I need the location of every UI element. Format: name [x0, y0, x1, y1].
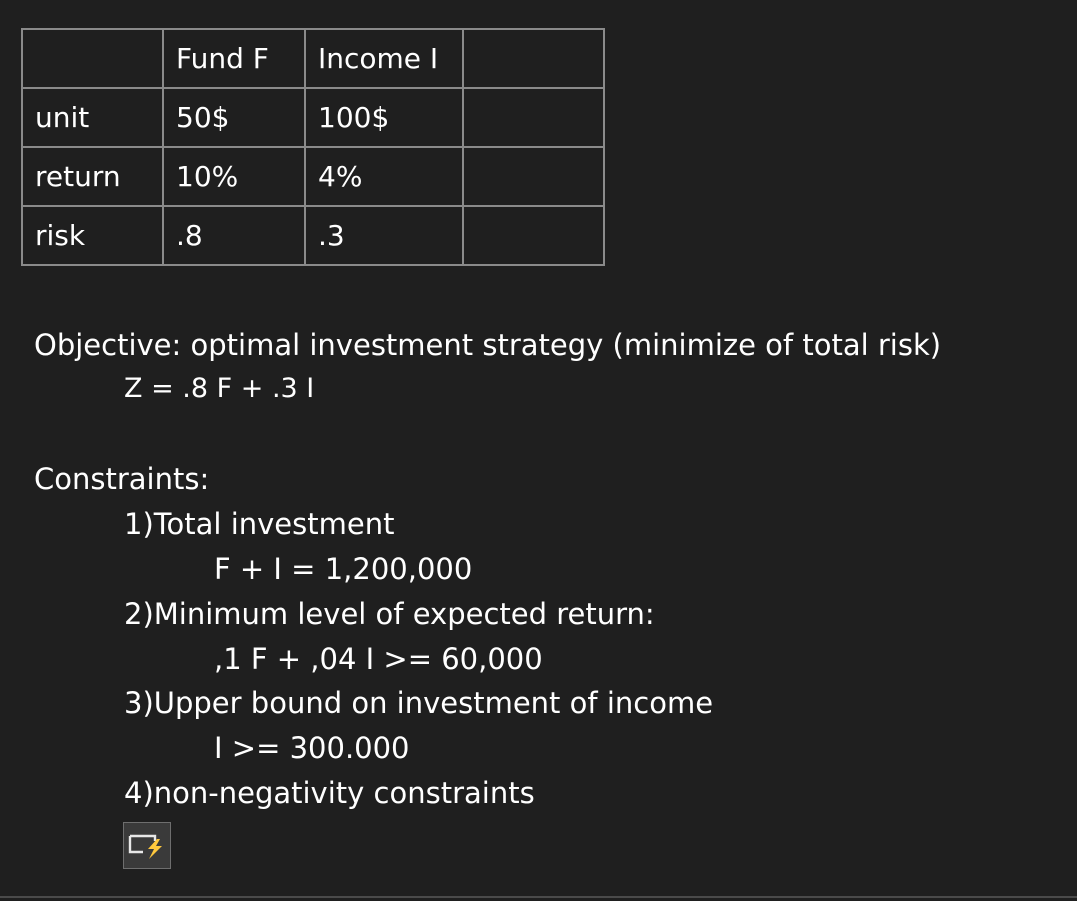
table-cell[interactable]: .3	[304, 205, 464, 266]
table-cell[interactable]: Income I	[304, 28, 464, 89]
table-cell[interactable]: return	[21, 146, 164, 207]
table-cell[interactable]: 10%	[162, 146, 306, 207]
table-cell[interactable]	[462, 205, 605, 266]
table-cell[interactable]: .8	[162, 205, 306, 266]
table-cell[interactable]	[462, 28, 605, 89]
table-header-row: Fund F Income I	[21, 28, 605, 89]
table-cell[interactable]: 4%	[304, 146, 464, 207]
table-cell[interactable]: risk	[21, 205, 164, 266]
table-row: risk .8 .3	[21, 205, 605, 266]
lightning-icon	[128, 834, 162, 859]
constraint-equation: F + I = 1,200,000	[214, 552, 473, 586]
objective-label: Objective: optimal investment strategy (…	[34, 328, 942, 362]
table-row: return 10% 4%	[21, 146, 605, 207]
table-cell[interactable]: 100$	[304, 87, 464, 148]
constraint-title: 2)Minimum level of expected return:	[124, 597, 655, 631]
constraint-equation: ,1 F + ,04 I >= 60,000	[214, 642, 543, 676]
quick-action-button[interactable]	[123, 822, 171, 869]
table-cell[interactable]	[462, 87, 605, 148]
constraint-equation: I >= 300.000	[214, 731, 410, 765]
table-cell[interactable]: 50$	[162, 87, 306, 148]
table-cell[interactable]	[462, 146, 605, 207]
table-row: unit 50$ 100$	[21, 87, 605, 148]
constraint-title: 1)Total investment	[124, 507, 395, 541]
table-cell[interactable]: unit	[21, 87, 164, 148]
investment-table: Fund F Income I unit 50$ 100$ return 10%…	[21, 28, 605, 266]
objective-formula: Z = .8 F + .3 I	[124, 373, 315, 404]
constraint-title: 3)Upper bound on investment of income	[124, 686, 714, 720]
top-dashed-rule: ------------------------------------	[34, 0, 414, 10]
constraint-title: 4)non-negativity constraints	[124, 776, 535, 810]
table-cell[interactable]: Fund F	[162, 28, 306, 89]
constraints-label: Constraints:	[34, 462, 210, 496]
table-cell[interactable]	[21, 28, 164, 89]
bottom-divider	[0, 896, 1077, 898]
